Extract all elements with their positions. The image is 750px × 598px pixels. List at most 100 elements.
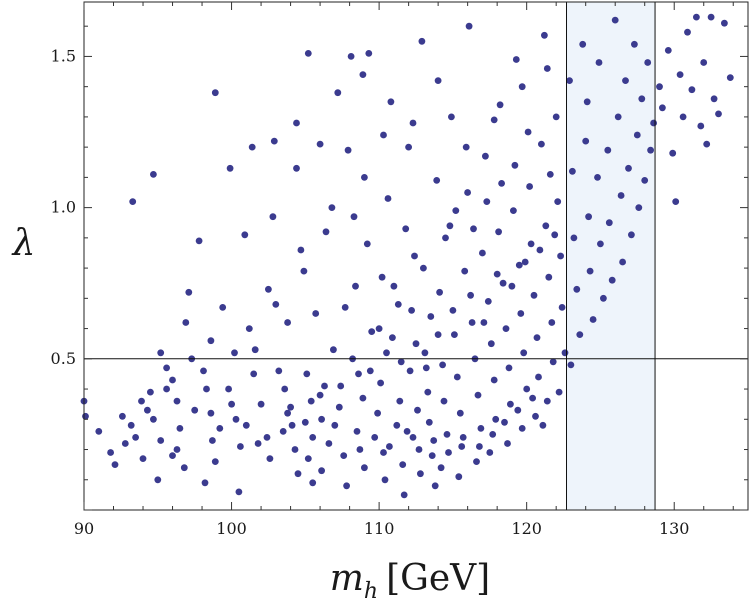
data-point (344, 146, 352, 154)
data-point (437, 464, 445, 472)
data-point (434, 77, 442, 84)
data-point (600, 294, 607, 302)
data-point (518, 83, 526, 91)
data-point (594, 174, 601, 181)
data-point (549, 358, 557, 366)
data-point (697, 122, 705, 130)
data-point (424, 388, 432, 396)
data-point (121, 440, 129, 447)
data-point (389, 334, 396, 341)
data-point (269, 213, 277, 221)
data-point (318, 467, 325, 475)
data-point (576, 331, 584, 338)
x-axis-title-unit: [GeV] (386, 558, 490, 598)
data-point (316, 391, 324, 399)
data-point (185, 288, 193, 296)
data-point (543, 65, 551, 72)
data-point (377, 379, 384, 387)
data-point (417, 470, 424, 478)
data-point (449, 307, 457, 314)
data-point (452, 207, 460, 215)
data-point (334, 89, 342, 97)
data-point (132, 434, 140, 441)
data-point (378, 273, 386, 281)
data-point (561, 349, 569, 357)
data-point (473, 458, 480, 465)
data-point (163, 364, 171, 372)
data-point (291, 446, 299, 453)
data-point (232, 415, 240, 423)
data-point (414, 406, 421, 414)
data-point (150, 171, 157, 178)
reference-lines (84, 2, 748, 510)
data-point (361, 464, 368, 472)
data-point (207, 337, 215, 345)
data-point (393, 421, 401, 429)
data-point (515, 261, 523, 269)
data-point (532, 412, 539, 420)
data-point (139, 455, 147, 462)
data-point (501, 418, 508, 426)
data-point (254, 440, 262, 447)
data-point (464, 189, 471, 196)
data-point (321, 382, 328, 390)
data-point (201, 479, 209, 487)
data-point (347, 53, 355, 60)
data-point (312, 310, 320, 317)
data-point (573, 285, 581, 293)
data-point (529, 394, 536, 402)
data-point (439, 361, 446, 369)
data-point (521, 258, 529, 266)
data-point (482, 152, 489, 160)
data-point (495, 228, 502, 236)
data-point (619, 258, 626, 266)
data-point (442, 234, 449, 242)
data-point (700, 59, 708, 66)
data-point (552, 113, 560, 121)
data-point (579, 40, 587, 48)
data-point (303, 370, 311, 378)
data-point (409, 434, 417, 441)
data-point (219, 304, 227, 311)
data-point (434, 331, 442, 338)
data-point (366, 367, 374, 375)
x-axis-title-sub: h (364, 579, 378, 598)
data-point (710, 95, 718, 103)
data-point (380, 131, 387, 139)
data-point (546, 171, 554, 178)
data-point (402, 225, 410, 233)
data-point (203, 385, 210, 393)
data-point (644, 59, 652, 66)
data-point (508, 282, 516, 290)
data-point (405, 143, 412, 151)
data-point (583, 98, 591, 106)
data-point (589, 316, 597, 323)
data-point (294, 470, 302, 478)
data-point (281, 385, 289, 393)
data-point (304, 50, 312, 57)
data-point (412, 340, 420, 348)
data-point (297, 246, 305, 254)
data-point (211, 458, 219, 465)
data-point (647, 146, 654, 154)
data-point (566, 77, 573, 84)
data-point (150, 415, 157, 423)
data-point (304, 455, 312, 462)
data-point (474, 391, 482, 399)
data-point (558, 304, 566, 311)
data-point (225, 385, 233, 393)
data-point (480, 319, 488, 326)
data-point (569, 167, 576, 175)
data-point (455, 473, 463, 481)
data-point (502, 325, 510, 332)
data-point (617, 192, 625, 199)
data-point (399, 461, 407, 468)
data-point (425, 418, 433, 426)
data-point (359, 71, 367, 78)
data-point (375, 325, 383, 332)
data-point (371, 434, 379, 441)
data-point (316, 140, 324, 148)
data-point (403, 428, 411, 435)
data-point (195, 237, 203, 245)
